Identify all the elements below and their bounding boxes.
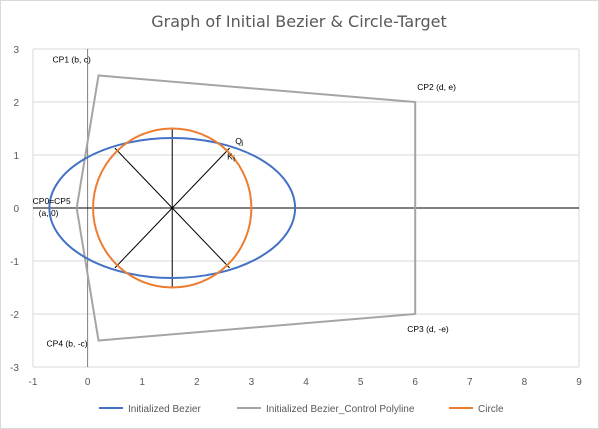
legend-label: Circle (478, 404, 504, 415)
y-tick-label: 3 (13, 45, 19, 56)
x-tick-label: 7 (467, 377, 473, 388)
legend-label: Initialized Bezier (128, 404, 201, 415)
annotation-k: K (227, 152, 233, 162)
y-tick-label: 0 (13, 204, 19, 215)
tick-labels: -1 0 1 2 3 4 5 6 7 8 9 3 2 1 0 -1 -2 -3 (10, 45, 582, 388)
grid-lines (32, 48, 580, 368)
annotation-cp4: CP4 (b, -c) (47, 339, 88, 349)
series-group (48, 74, 417, 342)
annotation-q-subscript: i (241, 138, 243, 148)
x-tick-label: -1 (29, 377, 38, 388)
annotation-cp2: CP2 (d, e) (417, 82, 456, 92)
x-tick-label: 3 (249, 377, 255, 388)
annotation-cp1: CP1 (b, c) (53, 55, 91, 65)
x-tick-label: 9 (576, 377, 582, 388)
annotation-q: Q (235, 136, 242, 146)
y-tick-label: 2 (13, 98, 19, 109)
circle-target (92, 127, 253, 289)
annotation-k-subscript: i (233, 154, 235, 164)
x-tick-label: 0 (85, 377, 91, 388)
x-tick-label: 2 (194, 377, 200, 388)
x-tick-label: 8 (522, 377, 528, 388)
x-tick-label: 6 (412, 377, 418, 388)
control-polyline (75, 74, 417, 342)
x-tick-label: 5 (358, 377, 364, 388)
annotation-cp3: CP3 (d, -e) (407, 324, 449, 334)
annotation-cp0-coords: (a, 0) (39, 208, 59, 218)
x-tick-label: 1 (139, 377, 145, 388)
bezier-curve (48, 137, 297, 279)
y-tick-label: -3 (10, 363, 19, 374)
legend: Initialized Bezier Initialized Bezier_Con… (99, 404, 504, 415)
legend-label: Initialized Bezier_Control Polyline (266, 404, 415, 415)
annotation-cp0: CP0=CP5 (33, 196, 71, 206)
y-tick-label: 1 (13, 151, 19, 162)
chart-title: Graph of Initial Bezier & Circle-Target (151, 12, 447, 31)
x-tick-label: 4 (303, 377, 309, 388)
spoke-lines (76, 128, 296, 288)
y-tick-label: -1 (10, 257, 19, 268)
annotations: CP1 (b, c) CP2 (d, e) CP0=CP5 (a, 0) Q iK i CP3… (33, 55, 456, 349)
y-tick-label: -2 (10, 310, 19, 321)
